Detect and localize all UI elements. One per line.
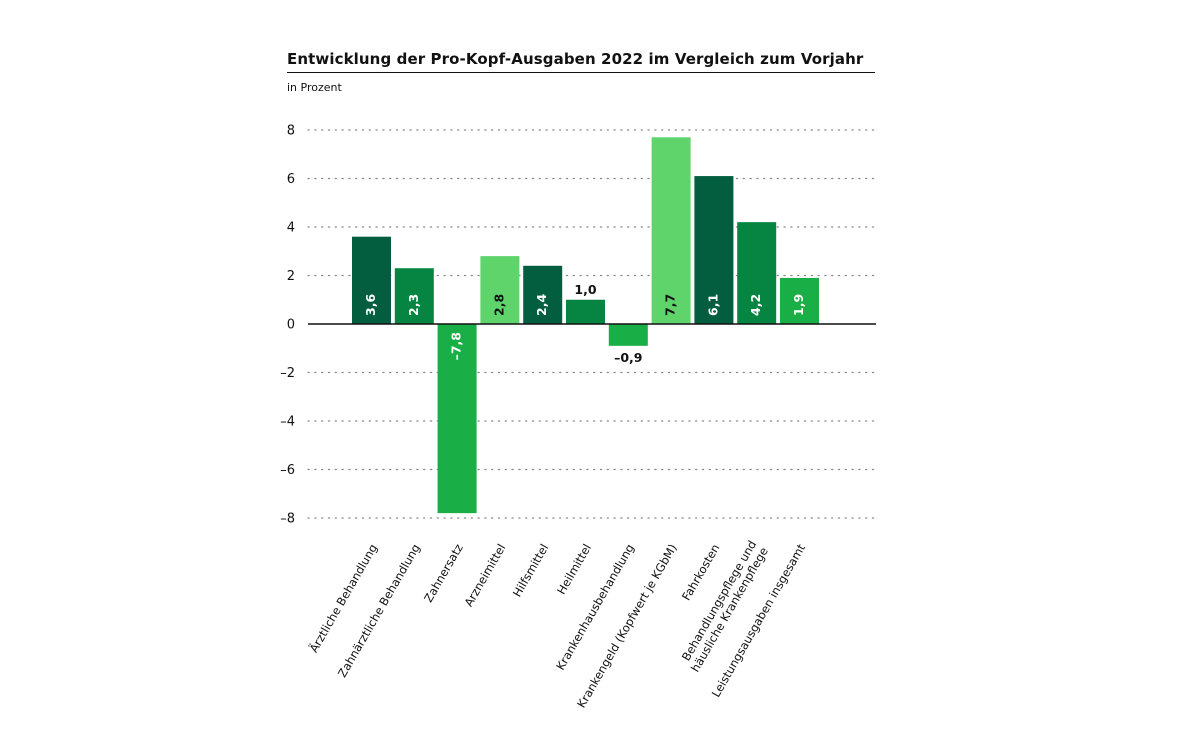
data-label: 2,3: [406, 294, 421, 316]
y-axis-ticks: 8 6 4 2 0 –2 –4 –6 –8: [280, 124, 295, 527]
data-label: 7,7: [663, 294, 678, 316]
category-label: Krankenhausbehandlung: [553, 542, 637, 673]
data-label: 4,2: [748, 294, 763, 316]
data-label: –7,8: [449, 332, 464, 360]
bar: [523, 265, 563, 324]
bar: [651, 137, 691, 324]
y-tick-label: 2: [287, 269, 295, 284]
bars: [352, 137, 819, 514]
y-tick-label: 0: [287, 318, 295, 333]
bar: [780, 277, 819, 324]
category-label: Zahnersatz: [421, 542, 466, 605]
bar: [608, 324, 648, 346]
bar: [566, 299, 605, 324]
data-label: 3,6: [363, 294, 378, 316]
bar: [480, 256, 520, 324]
bar: [737, 222, 777, 324]
category-label: Hilfsmittel: [510, 542, 552, 600]
y-tick-label: –6: [280, 463, 295, 478]
data-label: 2,4: [534, 294, 549, 316]
bar: [352, 236, 391, 324]
chart-title: Entwicklung der Pro-Kopf-Ausgaben 2022 i…: [287, 50, 864, 68]
data-label: 1,9: [791, 294, 806, 316]
y-tick-label: 6: [287, 172, 295, 187]
y-tick-label: –4: [280, 415, 295, 430]
chart-subtitle: in Prozent: [287, 81, 342, 94]
bar: [694, 176, 734, 324]
data-labels: 3,6 2,3 –7,8 2,8 2,4 1,0 –0,9 7,7 6,1 4,2 1,9: [363, 282, 806, 365]
y-tick-label: 4: [287, 221, 295, 236]
bar: [394, 268, 434, 324]
category-label: Zahnärztliche Behandlung: [335, 542, 423, 680]
category-label: Behandlungspflege undhäusliche Krankenpf…: [676, 538, 771, 674]
bar: [437, 324, 477, 514]
y-tick-label: –8: [280, 512, 295, 527]
category-label: Heilmittel: [554, 542, 594, 597]
data-label: 2,8: [491, 294, 506, 316]
y-tick-label: –2: [280, 366, 295, 381]
data-label: 6,1: [705, 294, 720, 316]
category-label: Arzneimittel: [461, 542, 508, 610]
y-tick-label: 8: [287, 124, 295, 139]
data-label: 1,0: [574, 282, 596, 297]
title-rule: [287, 72, 875, 73]
data-label: –0,9: [614, 350, 642, 365]
